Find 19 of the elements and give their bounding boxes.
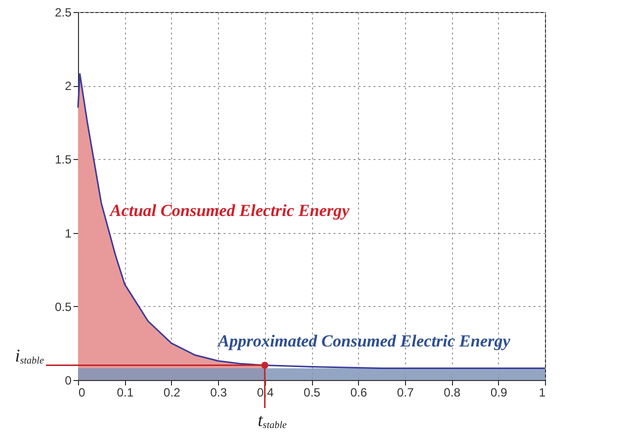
x-tick-label: 0.2 — [164, 386, 181, 400]
x-tick-label: 0 — [78, 386, 86, 400]
x-tick-label: 0.8 — [444, 386, 461, 400]
line-series — [77, 73, 546, 369]
x-tick-label: 0.1 — [116, 386, 134, 400]
x-tick-label: 0.3 — [210, 386, 228, 400]
y-tick-label: 2 — [64, 79, 72, 94]
x-tick-label: 1 — [538, 386, 546, 400]
y-tick-label: 0 — [64, 374, 72, 388]
y-tick-label: 1 — [64, 226, 72, 240]
y-tick-label: 2.5 — [54, 6, 72, 20]
y-tick-label: 1.5 — [54, 152, 72, 167]
x-tick-label: 0.9 — [490, 386, 508, 400]
x-tick-label: 0.6 — [350, 386, 368, 400]
x-tick-label: 0.7 — [397, 386, 414, 400]
annotation: Actual Consumed Electric Energy — [109, 200, 350, 220]
annotation: Approximated Consumed Electric Energy — [217, 332, 511, 351]
x-tick-label: 0.5 — [304, 386, 321, 400]
y-tick-label: 0.5 — [54, 300, 72, 314]
